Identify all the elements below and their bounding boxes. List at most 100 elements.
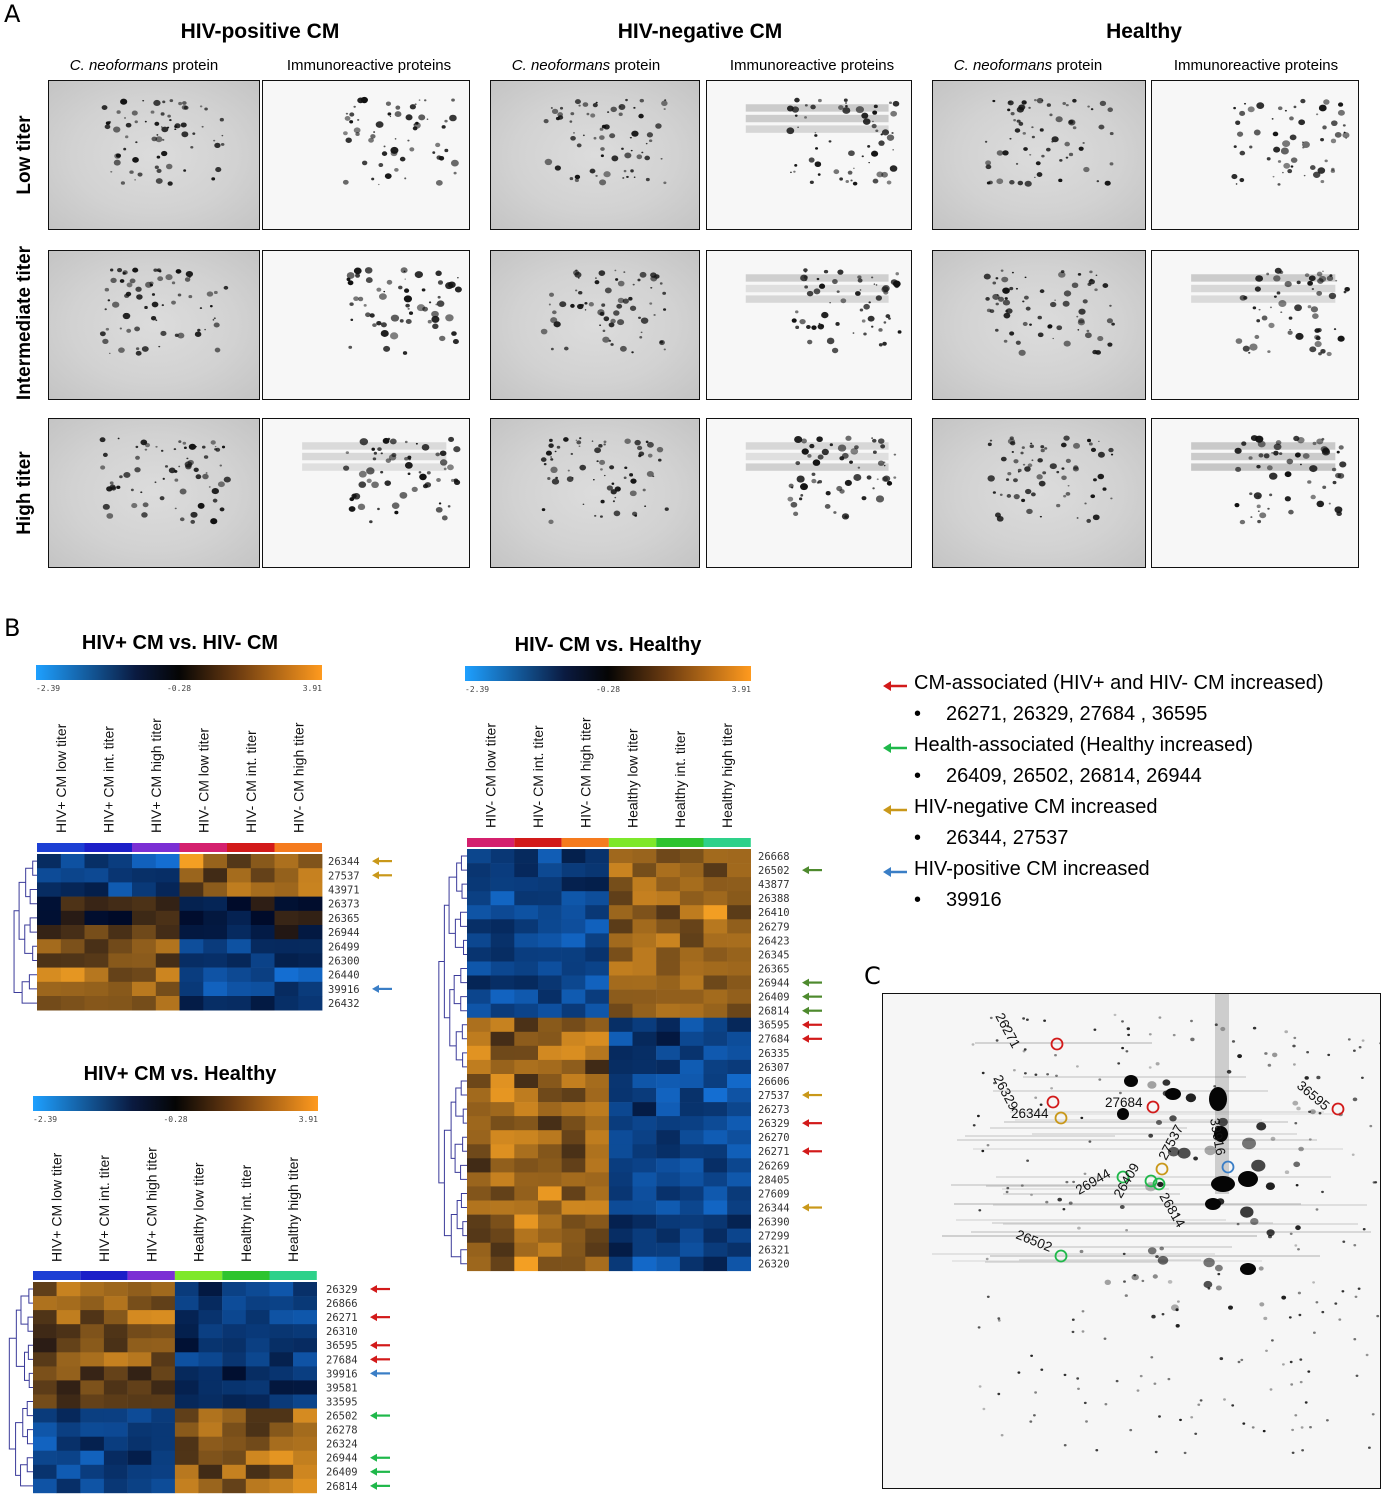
protein-spot <box>997 1317 1001 1320</box>
protein-spot <box>1328 502 1331 505</box>
protein-spot <box>1290 157 1298 163</box>
protein-spot <box>1306 1051 1309 1054</box>
protein-spot <box>791 318 797 323</box>
protein-spot <box>1331 467 1337 472</box>
protein-spot <box>885 314 891 319</box>
protein-spot <box>578 445 581 448</box>
heatmap-cell <box>679 1144 704 1159</box>
heatmap-cell <box>155 953 180 968</box>
protein-spot <box>419 473 427 481</box>
protein-spot <box>453 479 461 485</box>
heatmap-cell <box>490 863 515 878</box>
heatmap-cell <box>151 1282 176 1297</box>
protein-spot <box>844 102 848 104</box>
heatmap-cell <box>103 1450 128 1466</box>
protein-spot <box>189 276 191 279</box>
protein-spot <box>578 290 583 295</box>
protein-spot <box>439 335 446 342</box>
heatmap-cell <box>561 863 586 878</box>
heatmap-cell <box>33 1478 57 1494</box>
protein-spot <box>1297 1248 1300 1251</box>
heatmap-cell <box>467 905 491 920</box>
protein-spot <box>849 460 853 464</box>
gel-spots <box>1191 435 1347 525</box>
protein-spot <box>861 155 864 158</box>
protein-spot <box>1068 152 1074 157</box>
protein-spot <box>1368 1446 1371 1449</box>
protein-spot <box>1255 435 1264 443</box>
heatmap-cell <box>179 910 204 926</box>
protein-spot <box>1310 494 1316 500</box>
heatmap-cell <box>245 1436 270 1452</box>
heatmap-cell <box>608 877 633 892</box>
protein-spot <box>346 272 355 279</box>
protein-spot <box>1275 440 1282 446</box>
heatmap-cell <box>155 981 180 997</box>
protein-spot <box>150 110 155 114</box>
heatmap-cell <box>269 1422 294 1437</box>
protein-spot <box>1056 503 1061 508</box>
panel-label-a: A <box>4 0 21 28</box>
protein-spot <box>122 312 131 320</box>
protein-spot <box>606 485 613 491</box>
protein-spot <box>1050 301 1057 308</box>
protein-spot <box>1063 340 1071 347</box>
protein-spot <box>1353 1049 1356 1052</box>
protein-spot <box>1041 154 1045 158</box>
protein-spot <box>386 279 393 285</box>
protein-spot <box>987 442 992 447</box>
protein-spot <box>1102 283 1109 288</box>
protein-spot <box>1039 515 1042 518</box>
protein-spot <box>1045 1200 1049 1204</box>
heatmap-cell <box>490 933 515 948</box>
protein-spot <box>160 330 167 336</box>
heatmap-cell <box>269 1310 294 1325</box>
streak <box>990 1127 1187 1129</box>
protein-spot <box>610 318 616 324</box>
heatmap-cell <box>585 933 610 948</box>
heatmap-cell <box>245 1422 270 1437</box>
protein-spot <box>1263 453 1270 459</box>
protein-spot <box>623 476 627 480</box>
heatmap-cell <box>632 919 657 934</box>
protein-spot <box>989 309 995 314</box>
heatmap-cell <box>245 1408 270 1423</box>
heatmap-cell <box>56 1366 81 1381</box>
protein-spot <box>1258 308 1261 311</box>
protein-spot <box>421 444 430 451</box>
spot-id-label: 26344 <box>1011 1106 1049 1121</box>
protein-spot <box>1005 308 1013 314</box>
heatmap-cell <box>84 967 109 983</box>
protein-spot <box>622 177 625 179</box>
heatmap-cell <box>727 1186 751 1201</box>
protein-spot <box>1316 1075 1321 1080</box>
protein-spot <box>817 173 821 176</box>
immunoblot-image <box>1151 80 1359 230</box>
protein-spot <box>892 100 900 107</box>
heatmap-cell <box>632 877 657 892</box>
protein-spot <box>1119 1091 1122 1095</box>
heatmap-cell <box>84 981 109 997</box>
protein-spot <box>1226 1069 1232 1074</box>
protein-spot <box>1362 1228 1366 1231</box>
protein-spot <box>1059 159 1063 162</box>
protein-spot <box>161 150 168 157</box>
protein-spot <box>663 348 666 351</box>
heatmap-row-label: 36595 <box>326 1340 358 1352</box>
heatmap-cell <box>514 975 539 990</box>
protein-spot <box>1288 316 1293 320</box>
protein-spot <box>357 118 360 121</box>
protein-spot <box>1009 137 1012 140</box>
protein-spot <box>383 345 391 352</box>
group-title-hiv-negative: HIV-negative CM <box>617 20 783 43</box>
protein-spot <box>872 110 878 115</box>
protein-spot <box>122 270 128 275</box>
protein-spot <box>1342 124 1346 127</box>
protein-spot <box>123 471 131 478</box>
band-smear <box>1191 274 1336 282</box>
protein-spot <box>1155 1062 1160 1066</box>
protein-spot <box>377 507 380 511</box>
heatmap-row-label: 26344 <box>758 1202 790 1214</box>
protein-spot <box>1078 308 1086 315</box>
protein-spot-major <box>1214 1126 1228 1142</box>
